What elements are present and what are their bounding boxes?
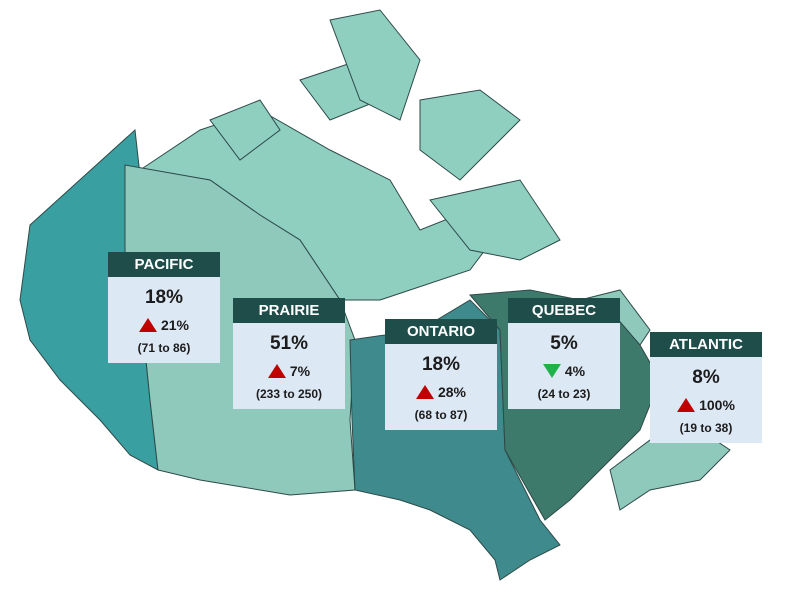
north bbox=[138, 9, 561, 301]
region-value: 18% bbox=[421, 354, 461, 375]
range: (68 to 87) bbox=[414, 408, 468, 422]
change-row: 7% bbox=[233, 363, 345, 379]
region-value: 5% bbox=[550, 333, 578, 354]
region-box: ONTARIO 18% 28% (68 to 87) bbox=[385, 319, 497, 430]
region-name: ATLANTIC bbox=[650, 332, 762, 357]
region-name: ONTARIO bbox=[385, 319, 497, 344]
change-row: 28% bbox=[385, 384, 497, 400]
region-name: PRAIRIE bbox=[233, 298, 345, 323]
region-name: PACIFIC bbox=[108, 252, 220, 277]
region-box: PRAIRIE 51% 7% (233 to 250) bbox=[233, 298, 345, 409]
trend-arrow bbox=[138, 318, 157, 332]
change-row: 4% bbox=[508, 363, 620, 379]
range: (24 to 23) bbox=[537, 387, 591, 401]
trend-arrow bbox=[677, 398, 696, 412]
change-value: 4% bbox=[564, 363, 586, 379]
trend-arrow bbox=[542, 364, 561, 378]
region-name: QUEBEC bbox=[508, 298, 620, 323]
change-value: 100% bbox=[699, 397, 735, 413]
change-value: 28% bbox=[437, 384, 467, 400]
region-box: ATLANTIC 8% 100% (19 to 38) bbox=[650, 332, 762, 443]
region-box: PACIFIC 18% 21% (71 to 86) bbox=[108, 252, 220, 363]
change-row: 100% bbox=[650, 397, 762, 413]
change-row: 21% bbox=[108, 317, 220, 333]
region-value: 18% bbox=[144, 287, 184, 308]
change-value: 21% bbox=[160, 317, 190, 333]
range: (19 to 38) bbox=[679, 421, 733, 435]
change-value: 7% bbox=[289, 363, 311, 379]
range: (233 to 250) bbox=[255, 387, 323, 401]
trend-arrow bbox=[415, 385, 434, 399]
region-value: 8% bbox=[692, 367, 720, 388]
region-box: QUEBEC 5% 4% (24 to 23) bbox=[508, 298, 620, 409]
range: (71 to 86) bbox=[137, 341, 191, 355]
region-value: 51% bbox=[269, 333, 309, 354]
trend-arrow bbox=[267, 364, 286, 378]
